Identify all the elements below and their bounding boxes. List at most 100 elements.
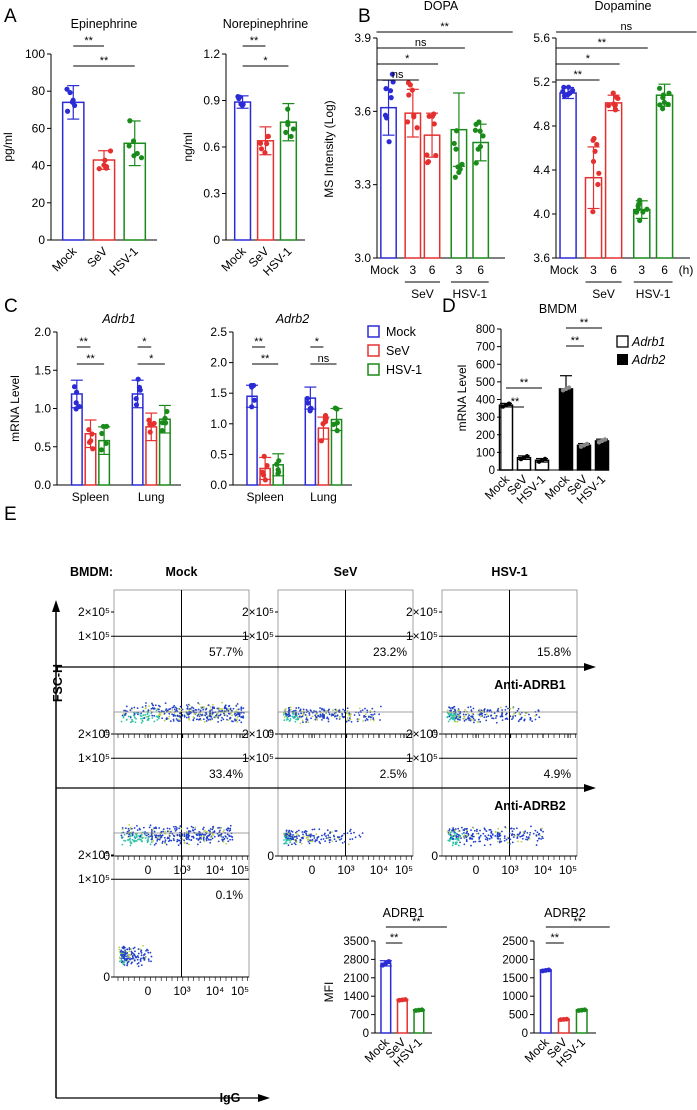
event-dot	[484, 828, 486, 831]
event-dot	[129, 844, 132, 847]
event-dot	[203, 840, 206, 843]
event-dot	[133, 835, 136, 838]
event-dot	[121, 954, 123, 957]
event-dot	[177, 720, 180, 723]
significance-label: **	[550, 932, 559, 944]
event-dot	[293, 842, 296, 845]
data-point	[453, 146, 459, 152]
event-dot	[468, 717, 471, 720]
y-tick-label: 0.9	[203, 94, 220, 108]
event-dot	[150, 838, 153, 841]
event-dot	[221, 709, 224, 712]
data-point	[596, 170, 602, 176]
event-dot	[161, 840, 164, 843]
event-dot	[451, 830, 453, 833]
event-dot	[135, 717, 137, 720]
data-point	[640, 209, 646, 215]
event-dot	[286, 716, 289, 719]
data-point	[103, 440, 109, 447]
event-dot	[175, 709, 178, 712]
event-dot	[294, 716, 297, 719]
y-tick-label: 1.5	[34, 363, 51, 377]
event-dot	[486, 839, 489, 841]
event-dot	[326, 717, 328, 720]
event-dot	[120, 959, 123, 962]
event-dot	[468, 719, 470, 721]
event-dot	[236, 703, 239, 705]
significance-label: **	[571, 335, 580, 347]
event-dot	[527, 837, 530, 839]
event-dot	[296, 830, 298, 833]
data-point	[73, 400, 79, 406]
significance-label: **	[79, 336, 88, 348]
x-tick-label: 10⁵	[231, 863, 249, 877]
data-point	[89, 431, 95, 437]
event-dot	[230, 712, 232, 714]
event-dot	[454, 829, 457, 832]
panel-letter: C	[4, 296, 18, 317]
event-dot	[449, 707, 452, 710]
event-dot	[371, 707, 374, 710]
event-dot	[341, 841, 344, 844]
event-dot	[194, 828, 196, 831]
data-point	[405, 80, 412, 86]
event-dot	[315, 839, 318, 842]
event-dot	[487, 834, 490, 837]
event-dot	[126, 961, 129, 964]
event-dot	[192, 826, 194, 829]
event-dot	[209, 718, 211, 721]
event-dot	[305, 832, 308, 835]
y-tick-label: 0	[103, 727, 110, 741]
event-dot	[149, 951, 152, 954]
event-dot	[144, 831, 146, 833]
event-dot	[126, 964, 128, 967]
event-dot	[168, 837, 170, 840]
event-dot	[484, 835, 487, 837]
data-point	[475, 146, 481, 152]
event-dot	[525, 838, 527, 841]
data-point	[146, 417, 152, 423]
arrow-head	[258, 1094, 270, 1102]
event-dot	[448, 828, 451, 831]
event-dot	[319, 842, 322, 845]
event-dot	[128, 829, 131, 832]
event-dot	[226, 833, 229, 836]
event-dot	[520, 840, 523, 843]
data-point	[611, 101, 617, 107]
event-dot	[148, 714, 151, 717]
event-dot	[315, 713, 318, 715]
event-dot	[228, 704, 231, 707]
y-tick-label: 300	[476, 412, 495, 424]
event-dot	[294, 843, 297, 846]
y-tick-label: 0.0	[210, 478, 227, 492]
event-dot	[187, 716, 190, 718]
event-dot	[537, 833, 540, 836]
event-dot	[131, 955, 134, 958]
event-dot	[204, 714, 207, 717]
event-dot	[371, 715, 374, 718]
event-dot	[311, 838, 314, 841]
event-dot	[194, 826, 197, 829]
event-dot	[186, 707, 189, 710]
event-dot	[151, 837, 154, 839]
bar-mock	[380, 962, 392, 1034]
event-dot	[152, 839, 155, 842]
event-dot	[512, 707, 514, 709]
y-tick-label: 1000	[502, 991, 528, 1003]
event-dot	[503, 835, 506, 838]
event-dot	[123, 833, 126, 836]
event-dot	[508, 832, 511, 835]
event-dot	[295, 841, 298, 844]
bar-mock	[233, 101, 252, 241]
event-dot	[512, 716, 514, 719]
event-dot	[336, 715, 339, 717]
event-dot	[348, 717, 351, 720]
chart-title: Norepinephrine	[223, 17, 309, 31]
event-dot	[517, 720, 520, 723]
data-point	[636, 197, 643, 203]
event-dot	[478, 708, 481, 711]
event-dot	[140, 954, 143, 957]
y-tick-label: 3.6	[533, 251, 550, 265]
data-point	[261, 453, 267, 459]
data-point	[389, 71, 395, 77]
